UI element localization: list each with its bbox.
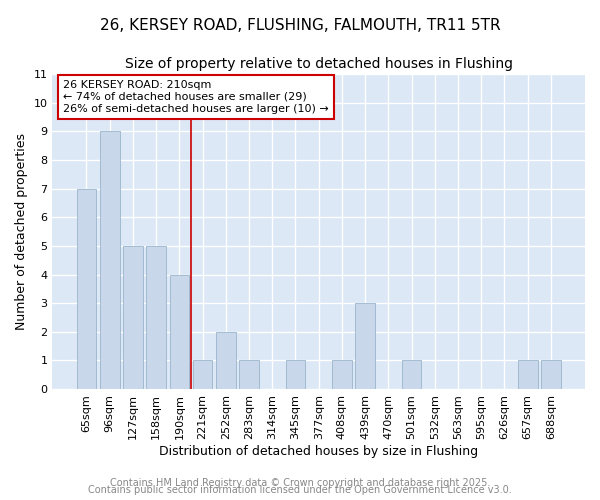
Bar (332, 360, 352, 389)
Bar (286, 360, 305, 389)
X-axis label: Distribution of detached houses by size in Flushing: Distribution of detached houses by size … (159, 444, 478, 458)
Bar (355, 303, 375, 389)
Bar (402, 360, 421, 389)
Bar (193, 360, 212, 389)
Bar (518, 360, 538, 389)
Text: 26, KERSEY ROAD, FLUSHING, FALMOUTH, TR11 5TR: 26, KERSEY ROAD, FLUSHING, FALMOUTH, TR1… (100, 18, 500, 32)
Bar (77, 188, 97, 389)
Bar (123, 246, 143, 389)
Bar (541, 360, 561, 389)
Bar (146, 246, 166, 389)
Bar (239, 360, 259, 389)
Bar (170, 274, 189, 389)
Bar (100, 132, 119, 389)
Bar (216, 332, 236, 389)
Text: Contains HM Land Registry data © Crown copyright and database right 2025.: Contains HM Land Registry data © Crown c… (110, 478, 490, 488)
Y-axis label: Number of detached properties: Number of detached properties (15, 133, 28, 330)
Text: Contains public sector information licensed under the Open Government Licence v3: Contains public sector information licen… (88, 485, 512, 495)
Title: Size of property relative to detached houses in Flushing: Size of property relative to detached ho… (125, 58, 513, 71)
Text: 26 KERSEY ROAD: 210sqm
← 74% of detached houses are smaller (29)
26% of semi-det: 26 KERSEY ROAD: 210sqm ← 74% of detached… (63, 80, 329, 114)
